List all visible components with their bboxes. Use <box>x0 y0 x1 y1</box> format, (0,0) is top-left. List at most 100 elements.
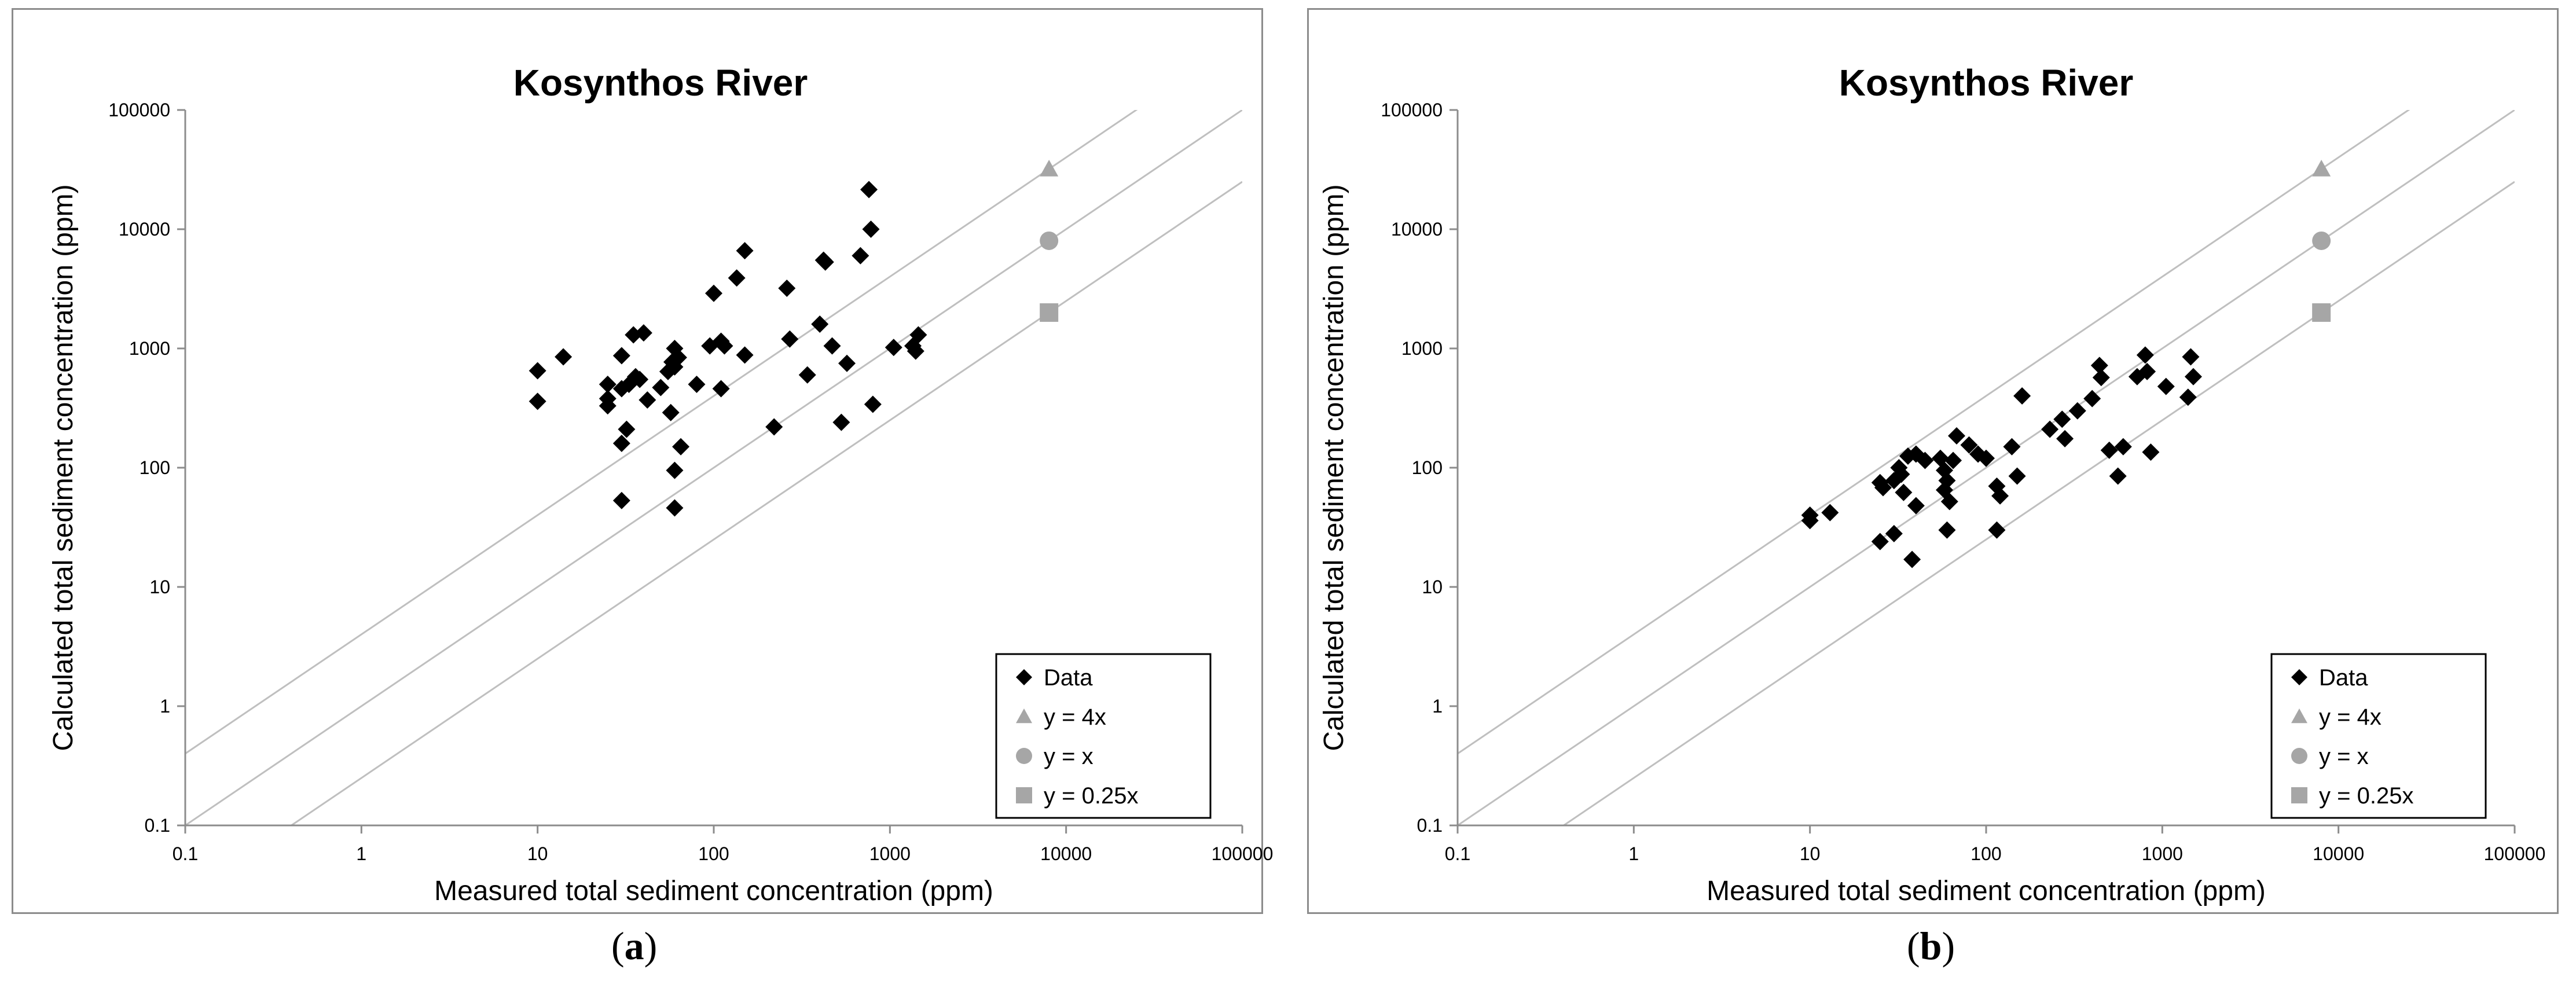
data-point <box>2114 438 2132 456</box>
data-point <box>669 348 687 366</box>
panel-label-letter: a <box>624 924 644 968</box>
chart-title: Kosynthos River <box>513 62 808 104</box>
data-point <box>2157 377 2175 395</box>
data-point <box>2182 348 2200 366</box>
data-point <box>2109 467 2127 485</box>
y-axis-title: Calculated total sediment concentration … <box>48 184 79 751</box>
panel-label-close: ) <box>644 924 658 968</box>
chart-a: Kosynthos River 0.1 1 10 100 1000 10000 100000 0… <box>48 62 1273 906</box>
data-point <box>1991 487 2009 505</box>
data-point <box>599 376 617 394</box>
data-point <box>852 247 869 265</box>
panel-label-a: (a) <box>611 926 657 965</box>
data-point <box>1944 451 1962 469</box>
data-point <box>1940 493 1958 511</box>
reference-marker-circle <box>2312 231 2331 250</box>
data-point <box>765 418 783 436</box>
data-point <box>2041 420 2059 438</box>
legend-marker-triangle <box>1016 708 1032 724</box>
x-tick-label: 1000 <box>869 843 911 864</box>
data-point <box>2138 362 2156 380</box>
data-point <box>778 279 796 297</box>
x-tick-label: 10000 <box>1040 843 1092 864</box>
data-point <box>1960 436 1978 454</box>
data-point <box>1903 550 1921 568</box>
x-tick-label: 10 <box>527 843 548 864</box>
x-tick-label: 1 <box>356 843 366 864</box>
data-point <box>1885 524 1903 542</box>
reference-marker-circle <box>1040 231 1059 250</box>
data-point <box>529 362 546 380</box>
panel-label-letter: b <box>1920 924 1942 968</box>
y-tick-label: 10000 <box>1391 219 1443 240</box>
data-point <box>2008 467 2026 485</box>
data-point <box>860 181 878 199</box>
legend-marker-triangle <box>2291 708 2307 724</box>
reference-lines <box>185 110 1242 825</box>
data-point <box>634 324 652 342</box>
data-point <box>1938 521 1956 539</box>
legend-label: y = x <box>1044 744 1093 769</box>
x-tick-label: 10000 <box>2313 843 2364 864</box>
data-point <box>1948 427 1966 445</box>
y-tick-label: 100 <box>140 457 170 478</box>
data-point <box>612 491 630 509</box>
data-point <box>672 438 690 456</box>
reference-line-circle <box>1458 110 2515 825</box>
data-point <box>666 461 684 479</box>
legend: Data y = 4x y = x y = 0.25x <box>2270 653 2487 819</box>
panel-label-open: ( <box>611 924 625 968</box>
data-point <box>2136 346 2154 364</box>
data-point <box>885 339 902 357</box>
data-point <box>909 326 927 344</box>
data-point <box>529 392 546 410</box>
legend: Data y = 4x y = x y = 0.25x <box>995 653 1212 819</box>
x-tick-label: 100 <box>1970 843 2001 864</box>
chart-b: Kosynthos River 0.1 1 10 100 1000 10000 100000 0… <box>1319 62 2546 906</box>
legend-marker-circle <box>2291 748 2307 764</box>
x-tick-label: 1000 <box>2142 843 2183 864</box>
data-point <box>1916 451 1934 469</box>
data-point <box>1871 533 1889 550</box>
reference-lines <box>1458 110 2515 825</box>
x-tick-label: 100000 <box>2484 843 2546 864</box>
legend-marker-diamond <box>1016 669 1032 685</box>
legend-label: y = 4x <box>1044 704 1106 730</box>
data-point <box>823 337 841 355</box>
data-point <box>2053 410 2071 428</box>
legend-label: Data <box>1044 665 1093 691</box>
y-tick-label: 100 <box>1412 457 1443 478</box>
data-point <box>639 391 656 409</box>
x-tick-label: 100 <box>698 843 729 864</box>
legend-label: y = 4x <box>2319 704 2381 730</box>
data-point <box>2100 441 2118 459</box>
data-point <box>715 337 733 355</box>
data-point <box>862 221 880 238</box>
x-axis-title: Measured total sediment concentration (p… <box>434 876 993 906</box>
y-tick-label: 100000 <box>108 100 170 120</box>
x-axis-title: Measured total sediment concentration (p… <box>1707 876 2266 906</box>
data-point <box>2068 402 2086 420</box>
panel-label-open: ( <box>1907 924 1920 968</box>
reference-marker-square <box>2312 303 2331 322</box>
reference-line-circle <box>185 110 1242 825</box>
data-series <box>529 181 927 517</box>
legend-label: y = x <box>2319 744 2369 769</box>
x-tick-label: 10 <box>1800 843 1821 864</box>
panel-label-b: (b) <box>1907 926 1955 965</box>
data-point <box>2003 438 2021 456</box>
data-point <box>798 366 816 384</box>
data-point <box>712 380 730 398</box>
legend-marker-circle <box>1016 748 1032 764</box>
data-point <box>2056 429 2074 447</box>
legend-label: Data <box>2319 665 2368 691</box>
legend-label: y = 0.25x <box>2319 783 2413 809</box>
data-point <box>832 413 850 431</box>
data-point <box>1977 449 1995 467</box>
data-point <box>1892 465 1910 483</box>
legend-marker-diamond <box>2291 669 2307 685</box>
data-point <box>555 348 573 366</box>
panel-label-close: ) <box>1942 924 1955 968</box>
y-tick-label: 1000 <box>1401 338 1443 359</box>
